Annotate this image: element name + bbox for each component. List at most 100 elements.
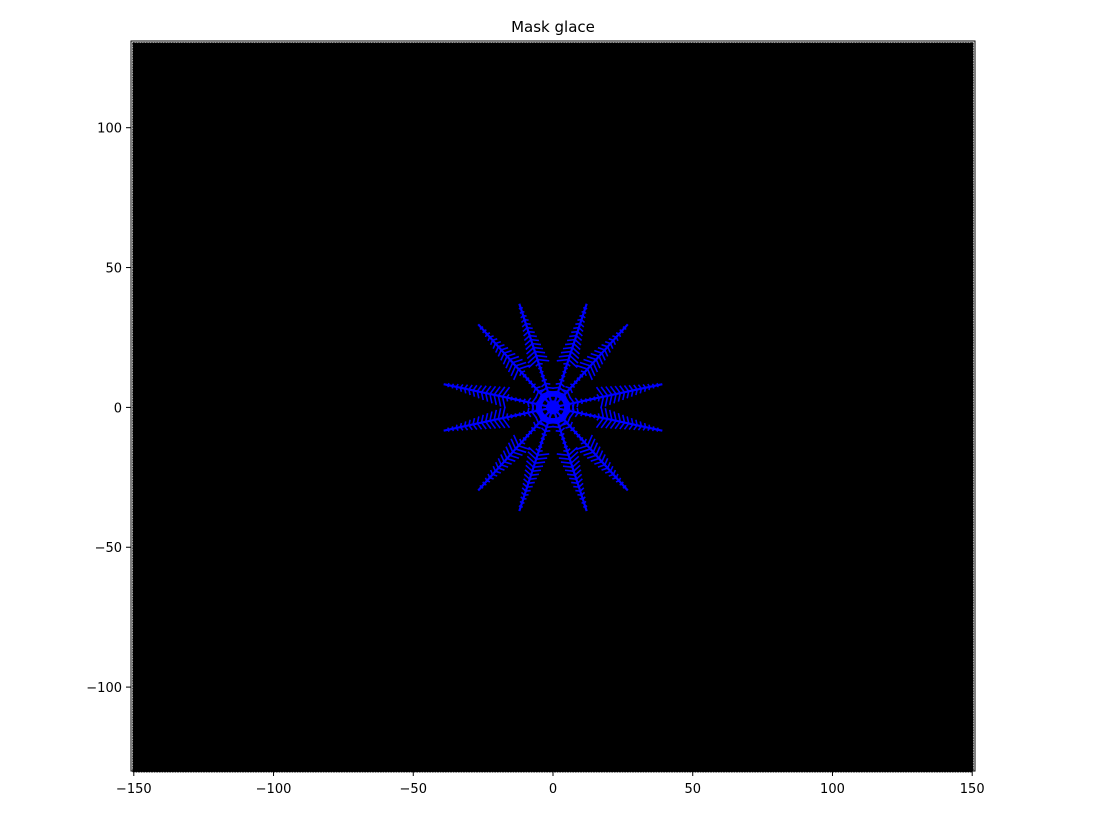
ice-branch xyxy=(576,407,580,413)
lattice-cell xyxy=(132,362,136,366)
ice-branch xyxy=(486,480,491,483)
lattice-cell xyxy=(970,242,974,246)
lattice-cell xyxy=(132,484,136,488)
ice-branch xyxy=(619,329,623,332)
ice-branch xyxy=(569,411,575,419)
lattice-cell xyxy=(626,42,630,46)
lattice-cell xyxy=(714,42,718,46)
lattice-cell xyxy=(132,203,136,207)
lattice-cell xyxy=(132,185,136,189)
lattice-cell xyxy=(303,42,307,46)
ice-branch xyxy=(576,377,580,380)
lattice-cell xyxy=(970,86,974,90)
lattice-cell xyxy=(132,715,136,719)
lattice-cell xyxy=(132,336,136,340)
ice-branch xyxy=(482,481,485,485)
lattice-cell xyxy=(644,42,648,46)
ice-branch xyxy=(540,427,546,432)
lattice-cell xyxy=(670,42,674,46)
lattice-cell xyxy=(631,42,635,46)
lattice-cell xyxy=(970,367,974,371)
lattice-cell xyxy=(970,635,974,639)
lattice-cell xyxy=(132,601,136,605)
lattice-cell xyxy=(636,42,640,46)
lattice-cell xyxy=(970,380,974,384)
ice-branch xyxy=(468,384,473,390)
lattice-cell xyxy=(270,42,274,46)
lattice-cell xyxy=(970,291,974,295)
lattice-cell xyxy=(675,42,679,46)
lattice-cell xyxy=(192,42,196,46)
lattice-cell xyxy=(970,130,974,134)
lattice-cell xyxy=(530,42,534,46)
ice-branch xyxy=(492,473,498,477)
lattice-cell xyxy=(132,190,136,194)
ice-branch xyxy=(539,370,542,374)
lattice-cell xyxy=(132,515,136,519)
lattice-cell xyxy=(132,284,136,288)
lattice-cell xyxy=(970,627,974,631)
lattice-cell xyxy=(891,42,895,46)
lattice-cell xyxy=(132,476,136,480)
ice-branch xyxy=(497,395,502,407)
lattice-cell xyxy=(970,260,974,264)
lattice-cell xyxy=(132,122,136,126)
ice-branch xyxy=(501,386,511,398)
lattice-cell xyxy=(970,752,974,756)
ice-branch xyxy=(492,343,497,349)
ice-branch xyxy=(578,327,584,333)
lattice-cell xyxy=(970,115,974,119)
ice-branch xyxy=(538,388,546,393)
lattice-cell xyxy=(584,42,588,46)
lattice-cell xyxy=(970,96,974,100)
ice-branch xyxy=(540,374,544,378)
lattice-cell xyxy=(608,42,612,46)
lattice-cell xyxy=(436,42,440,46)
lattice-cell xyxy=(970,684,974,688)
lattice-cell xyxy=(522,42,526,46)
lattice-cell xyxy=(431,42,435,46)
lattice-cell xyxy=(970,250,974,254)
ice-branch xyxy=(539,441,542,444)
lattice-cell xyxy=(496,42,500,46)
ice-branch xyxy=(601,467,608,471)
ice-branch xyxy=(563,394,569,404)
ice-branch xyxy=(617,392,622,402)
lattice-cell xyxy=(597,42,601,46)
y-tick-label: 100 xyxy=(97,122,122,137)
ice-branch xyxy=(500,346,509,351)
lattice-cell xyxy=(498,42,502,46)
lattice-cell xyxy=(309,42,313,46)
lattice-cell xyxy=(132,403,136,407)
lattice-cell xyxy=(970,575,974,579)
ice-branch xyxy=(622,414,626,423)
ice-branch xyxy=(588,397,592,400)
lattice-cell xyxy=(132,330,136,334)
ice-branch xyxy=(540,421,548,428)
ice-core xyxy=(537,391,569,423)
lattice-cell xyxy=(132,736,136,740)
lattice-cell xyxy=(132,546,136,550)
ice-branch xyxy=(468,419,471,426)
ice-branch xyxy=(500,464,509,468)
ice-branch xyxy=(528,330,535,334)
ice-branch xyxy=(594,460,603,465)
lattice-cell xyxy=(875,42,879,46)
ice-branch xyxy=(559,409,567,419)
lattice-cell xyxy=(153,42,157,46)
ice-branch xyxy=(532,429,536,432)
lattice-cell xyxy=(176,42,180,46)
lattice-cell xyxy=(319,42,323,46)
ice-branch xyxy=(507,362,514,373)
lattice-cell xyxy=(673,42,677,46)
lattice-cell xyxy=(970,440,974,444)
lattice-cell xyxy=(852,42,856,46)
lattice-cell xyxy=(970,507,974,511)
lattice-cell xyxy=(355,42,359,46)
lattice-cell xyxy=(132,208,136,212)
lattice-cell xyxy=(970,700,974,704)
ice-branch xyxy=(455,383,459,388)
ice-branch xyxy=(525,460,535,468)
lattice-cell xyxy=(132,624,136,628)
